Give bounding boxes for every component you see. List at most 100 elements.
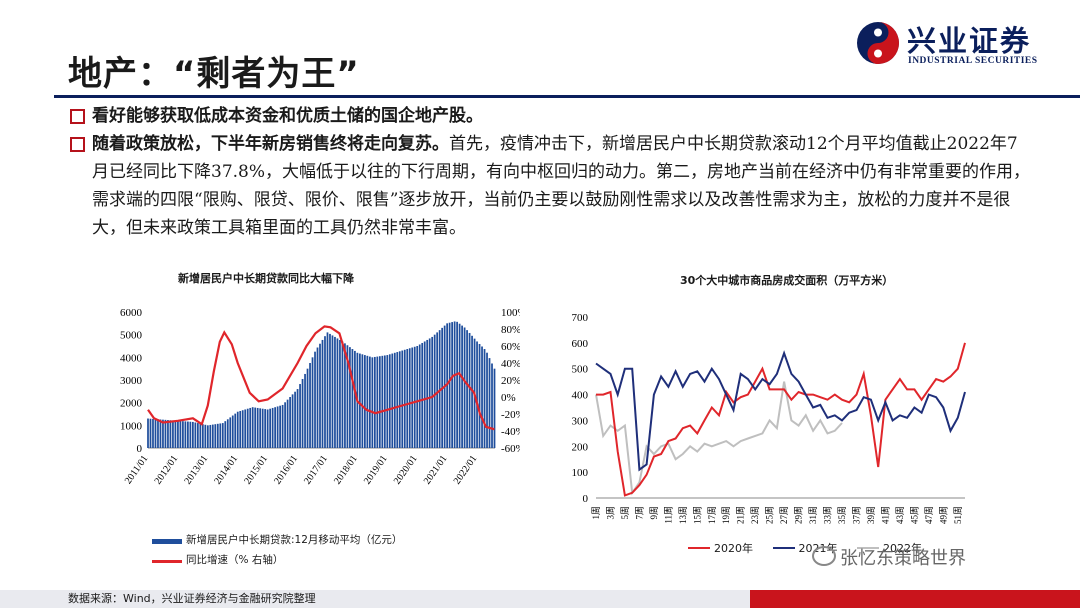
loan-bar [306, 368, 309, 448]
x-tick-label: 35周 [837, 506, 847, 524]
loan-bar [381, 355, 384, 448]
loan-bar [221, 423, 224, 448]
header: 地产：“剩者为王” 兴业证券 INDUSTRIAL SECURITIES [0, 0, 1080, 98]
loan-bar [391, 353, 394, 448]
loan-bar [329, 333, 331, 448]
loan-bar [249, 407, 252, 448]
loan-bar [324, 336, 326, 448]
footer-band [0, 590, 750, 608]
x-tick-label: 45周 [909, 506, 919, 524]
loan-bar [301, 378, 304, 448]
loan-bar [398, 351, 401, 448]
loan-bar [408, 348, 411, 448]
y2-tick-label: -60% [501, 443, 520, 455]
right-chart: 0 100 200 300 400 500 600 700 1周 3周 5周 7周 9周 11周 13周 15… [572, 312, 966, 524]
legend-item-2022: 2022年 [857, 540, 922, 556]
x-tick-label: 29周 [794, 506, 804, 524]
loan-bar [438, 330, 441, 448]
loan-bar [428, 338, 431, 448]
x-tick-label: 33周 [823, 506, 833, 524]
x-tick-label: 2014/01 [212, 453, 240, 486]
loan-bar [236, 411, 239, 448]
x-tick-label: 2020/01 [392, 453, 420, 486]
y2-tick-label: 0% [501, 392, 516, 404]
left-chart-legend: 新增居民户中长期贷款:12月移动平均（亿元） 同比增速（% 右轴） [152, 530, 402, 570]
loan-bar [433, 334, 436, 448]
x-tick-label: 17周 [707, 506, 717, 524]
loan-bar [393, 352, 396, 448]
loan-bar [266, 409, 269, 448]
loan-bar [386, 355, 389, 448]
loan-bar [314, 351, 316, 448]
loan-bar [284, 402, 286, 448]
loan-bar [376, 356, 379, 448]
y-tick-label: 4000 [120, 352, 143, 364]
loan-bar [187, 421, 189, 448]
x-tick-label: 2013/01 [182, 453, 210, 486]
loan-bar [488, 358, 491, 448]
loan-bar [339, 339, 341, 448]
loan-bar [431, 336, 434, 448]
loan-bar [361, 354, 364, 448]
loan-bar [371, 357, 374, 448]
loan-bar [316, 347, 319, 448]
y2-tick-label: -20% [501, 409, 520, 421]
loan-bar [383, 355, 386, 448]
loan-bar [341, 341, 344, 448]
loan-bar [326, 332, 329, 448]
loan-bar [378, 356, 381, 448]
loan-bar [368, 356, 371, 448]
x-tick-label: 9周 [649, 506, 659, 520]
loan-bar [269, 408, 272, 448]
loan-bar [164, 419, 167, 448]
x-tick-label: 2011/01 [123, 453, 151, 486]
data-source: 数据来源：Wind，兴业证券经济与金融研究院整理 [68, 592, 316, 605]
loan-bar [149, 418, 152, 448]
y2-tick-label: 60% [501, 341, 520, 353]
loan-bar [214, 424, 217, 448]
loan-bar [478, 343, 481, 448]
y-tick-label: 500 [572, 364, 589, 376]
y2-tick-label: 100% [501, 307, 520, 319]
loan-bar [191, 421, 194, 448]
loan-bar [201, 424, 204, 448]
loan-bar [182, 421, 184, 448]
loan-bar [246, 408, 249, 448]
company-logo: 兴业证券 INDUSTRIAL SECURITIES [855, 18, 1070, 70]
bullet-item: 随着政策放松，下半年新房销售终将走向复苏。首先，疫情冲击下，新增居民户中长期贷款… [70, 130, 1030, 242]
y-tick-label: 300 [572, 415, 589, 427]
loan-bar [321, 339, 324, 448]
loan-bar [226, 419, 229, 448]
loan-bar [241, 410, 244, 448]
x-tick-label: 39周 [866, 506, 876, 524]
left-chart-title: 新增居民户中长期贷款同比大幅下降 [178, 272, 354, 285]
loan-bar [234, 413, 237, 448]
x-tick-label: 2018/01 [332, 453, 360, 486]
loan-bar [244, 409, 247, 448]
loan-bar [309, 363, 311, 448]
loan-bar [279, 405, 281, 448]
loan-bar [154, 419, 157, 448]
loan-bar [493, 368, 496, 448]
x-tick-label: 43周 [895, 506, 905, 524]
loan-bar [436, 332, 439, 448]
y-tick-label: 0 [583, 493, 589, 505]
loan-bar [162, 419, 164, 448]
loan-bar [373, 356, 376, 448]
loan-bar [271, 407, 274, 448]
y-tick-label: 400 [572, 390, 589, 402]
y-tick-label: 600 [572, 338, 589, 350]
loan-bar [294, 391, 296, 448]
loan-bar [466, 330, 468, 448]
x-tick-label: 3周 [605, 506, 615, 520]
loan-bar [281, 404, 284, 448]
x-tick-label: 25周 [765, 506, 775, 524]
y2-tick-label: 80% [501, 324, 520, 336]
legend-label: 2022年 [883, 542, 922, 555]
bullet-text: 首先，疫情冲击下，新增居民户中长期贷款滚动12个月平均值截止2022年7月已经同… [92, 134, 1031, 238]
y-tick-label: 6000 [120, 307, 143, 319]
loan-bar [418, 344, 421, 448]
loan-bar [167, 420, 169, 448]
page-title: 地产：“剩者为王” [68, 54, 360, 94]
x-tick-label: 27周 [779, 506, 789, 524]
